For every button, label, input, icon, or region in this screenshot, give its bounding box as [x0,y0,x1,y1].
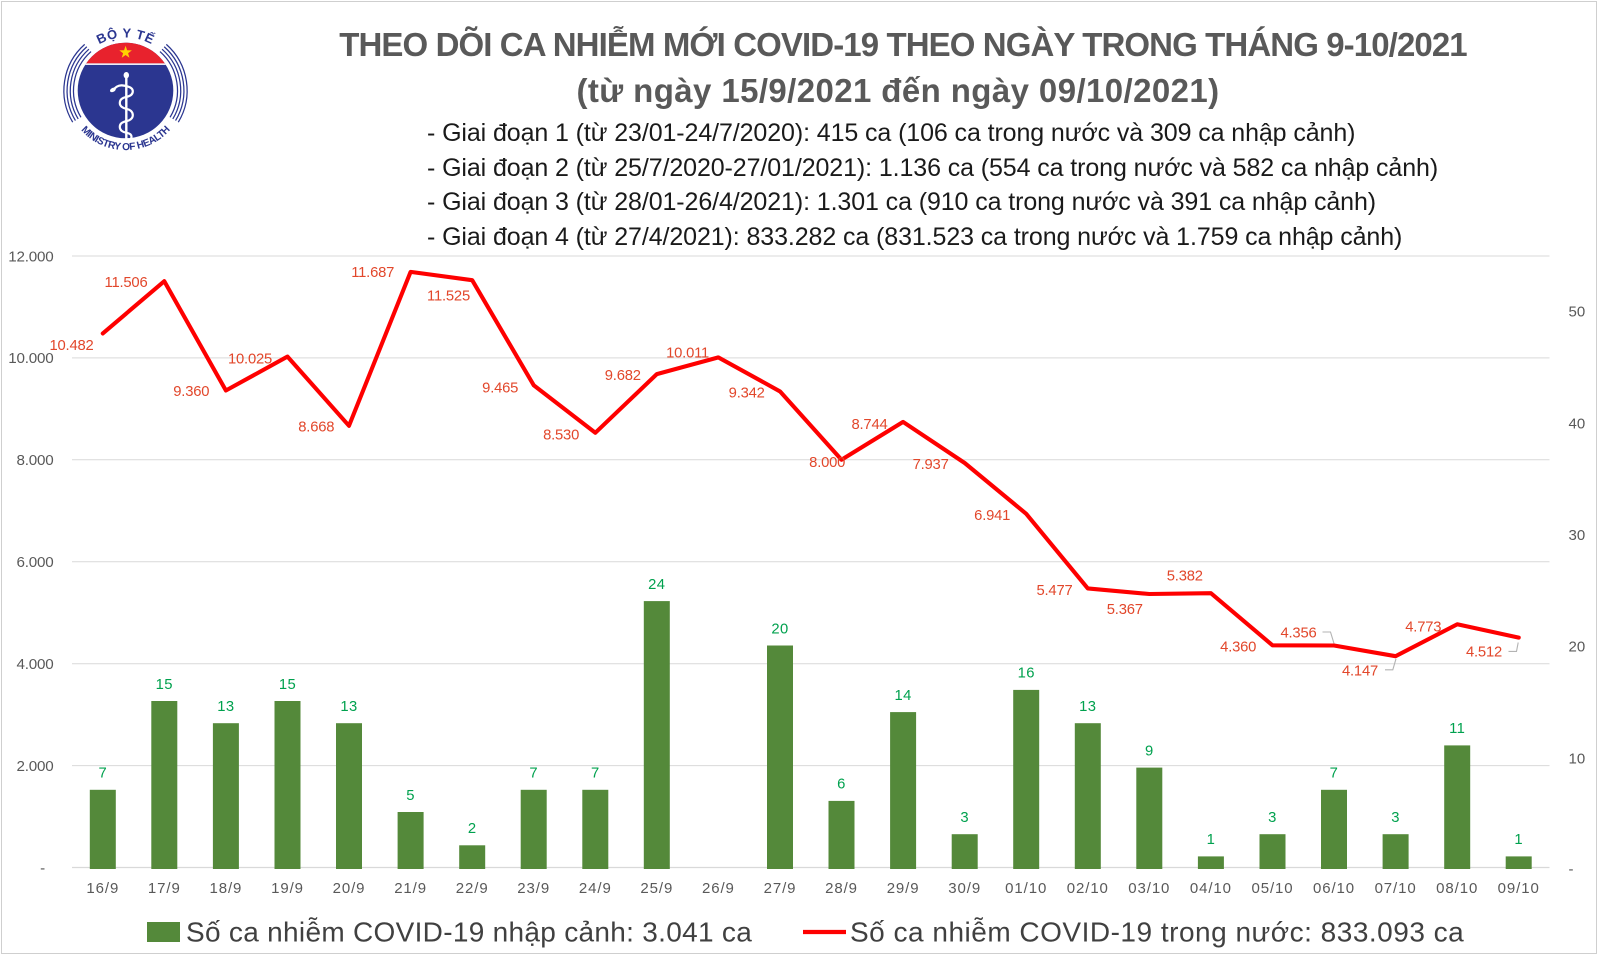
svg-text:7: 7 [98,766,107,782]
svg-text:9: 9 [1145,743,1154,759]
svg-text:8.000: 8.000 [16,452,53,469]
svg-text:4.147: 4.147 [1342,664,1378,680]
svg-text:28/9: 28/9 [825,880,858,897]
svg-text:2.000: 2.000 [16,758,53,775]
svg-text:5.382: 5.382 [1167,569,1203,585]
svg-text:03/10: 03/10 [1128,880,1170,897]
svg-text:8.668: 8.668 [298,420,334,436]
svg-text:6.000: 6.000 [16,554,53,571]
svg-text:24: 24 [648,577,665,593]
svg-text:08/10: 08/10 [1436,880,1478,897]
svg-text:BỘ Y TẾ: BỘ Y TẾ [94,25,157,47]
svg-text:05/10: 05/10 [1251,880,1293,897]
svg-text:06/10: 06/10 [1313,880,1355,897]
svg-text:27/9: 27/9 [764,880,797,897]
svg-text:9.682: 9.682 [605,368,641,384]
svg-text:15: 15 [156,677,173,693]
svg-text:01/10: 01/10 [1005,880,1047,897]
svg-text:9.342: 9.342 [729,386,765,402]
svg-text:02/10: 02/10 [1067,880,1109,897]
svg-text:19/9: 19/9 [271,880,304,897]
svg-text:12.000: 12.000 [8,248,53,265]
svg-text:30: 30 [1569,527,1586,544]
svg-text:-: - [40,860,45,877]
svg-text:9.360: 9.360 [173,384,209,400]
svg-text:8.000: 8.000 [809,455,845,471]
svg-text:5.477: 5.477 [1036,583,1072,599]
svg-text:16/9: 16/9 [86,880,119,897]
svg-text:6.941: 6.941 [974,508,1010,524]
svg-text:1: 1 [1207,832,1216,848]
svg-text:29/9: 29/9 [887,880,920,897]
svg-text:21/9: 21/9 [394,880,427,897]
svg-text:9.465: 9.465 [482,381,518,397]
svg-text:04/10: 04/10 [1190,880,1232,897]
svg-text:26/9: 26/9 [702,880,735,897]
svg-text:40: 40 [1569,415,1586,432]
svg-text:Số ca nhiễm COVID-19 trong nướ: Số ca nhiễm COVID-19 trong nước: 833.093… [850,917,1464,948]
svg-text:11: 11 [1449,721,1465,737]
svg-text:09/10: 09/10 [1498,880,1540,897]
svg-text:5: 5 [406,788,415,804]
svg-text:20: 20 [771,621,788,637]
svg-text:23/9: 23/9 [517,880,550,897]
svg-text:10.000: 10.000 [8,350,53,367]
svg-text:10: 10 [1569,750,1586,767]
svg-text:6: 6 [837,777,846,793]
svg-text:10.025: 10.025 [228,352,272,368]
svg-text:16: 16 [1018,666,1035,682]
svg-text:3: 3 [1391,810,1400,826]
svg-text:4.000: 4.000 [16,656,53,673]
svg-text:13: 13 [217,699,234,715]
svg-text:4.773: 4.773 [1405,620,1441,636]
svg-text:5.367: 5.367 [1107,602,1143,618]
svg-text:10.011: 10.011 [666,346,709,362]
svg-text:7.937: 7.937 [913,457,949,473]
svg-text:4.512: 4.512 [1466,644,1502,660]
svg-text:3: 3 [1268,810,1277,826]
svg-text:8.530: 8.530 [543,428,579,444]
svg-text:11.506: 11.506 [105,275,148,291]
svg-text:13: 13 [1079,699,1096,715]
svg-text:7: 7 [591,766,600,782]
svg-text:18/9: 18/9 [210,880,243,897]
svg-text:8.744: 8.744 [851,417,887,433]
svg-text:7: 7 [529,766,538,782]
svg-text:2: 2 [468,821,477,837]
svg-text:1: 1 [1514,832,1523,848]
svg-text:Số ca nhiễm COVID-19 nhập cảnh: Số ca nhiễm COVID-19 nhập cảnh: 3.041 ca [186,917,752,948]
svg-text:4.360: 4.360 [1220,639,1256,655]
svg-text:22/9: 22/9 [456,880,489,897]
svg-text:15: 15 [279,677,296,693]
svg-text:20: 20 [1569,639,1586,656]
svg-text:10.482: 10.482 [49,338,93,354]
svg-text:30/9: 30/9 [948,880,981,897]
svg-text:11.525: 11.525 [427,289,470,305]
svg-text:50: 50 [1569,304,1586,321]
svg-text:20/9: 20/9 [333,880,366,897]
svg-text:17/9: 17/9 [148,880,181,897]
svg-text:13: 13 [340,699,357,715]
svg-text:7: 7 [1330,766,1339,782]
svg-text:07/10: 07/10 [1375,880,1417,897]
svg-text:3: 3 [960,810,969,826]
svg-text:14: 14 [894,688,911,704]
svg-text:25/9: 25/9 [640,880,673,897]
svg-text:4.356: 4.356 [1280,625,1316,641]
svg-text:24/9: 24/9 [579,880,612,897]
svg-text:11.687: 11.687 [351,265,394,281]
svg-text:-: - [1569,861,1574,878]
